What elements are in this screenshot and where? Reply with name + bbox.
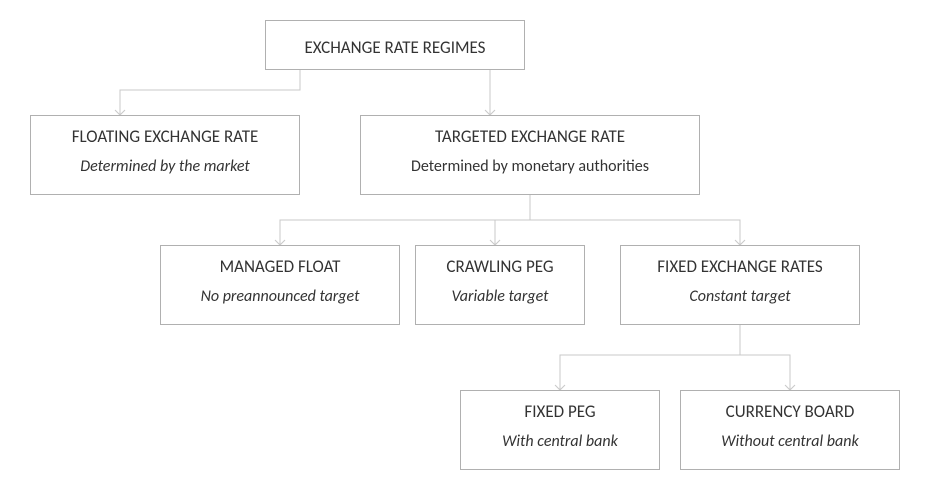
node-subtitle: Determined by monetary authorities: [375, 157, 685, 176]
node-title: FIXED EXCHANGE RATES: [635, 256, 845, 277]
node-subtitle: Constant target: [635, 287, 845, 306]
node-targeted: TARGETED EXCHANGE RATE Determined by mon…: [360, 115, 700, 195]
node-title: EXCHANGE RATE REGIMES: [286, 37, 504, 58]
node-floating: FLOATING EXCHANGE RATE Determined by the…: [30, 115, 300, 195]
node-fixedpeg: FIXED PEG With central bank: [460, 390, 660, 470]
node-title: TARGETED EXCHANGE RATE: [375, 126, 685, 147]
node-subtitle: Without central bank: [695, 432, 885, 451]
node-title: FIXED PEG: [475, 401, 645, 422]
node-currencyboard: CURRENCY BOARD Without central bank: [680, 390, 900, 470]
node-title: CRAWLING PEG: [430, 256, 570, 277]
node-title: CURRENCY BOARD: [695, 401, 885, 422]
node-subtitle: With central bank: [475, 432, 645, 451]
node-fixed: FIXED EXCHANGE RATES Constant target: [620, 245, 860, 325]
node-subtitle: Determined by the market: [45, 157, 285, 176]
node-title: MANAGED FLOAT: [175, 256, 385, 277]
node-subtitle: No preannounced target: [175, 287, 385, 306]
node-crawling: CRAWLING PEG Variable target: [415, 245, 585, 325]
node-subtitle: Variable target: [430, 287, 570, 306]
node-managed: MANAGED FLOAT No preannounced target: [160, 245, 400, 325]
node-title: FLOATING EXCHANGE RATE: [45, 126, 285, 147]
node-root: EXCHANGE RATE REGIMES: [265, 20, 525, 70]
